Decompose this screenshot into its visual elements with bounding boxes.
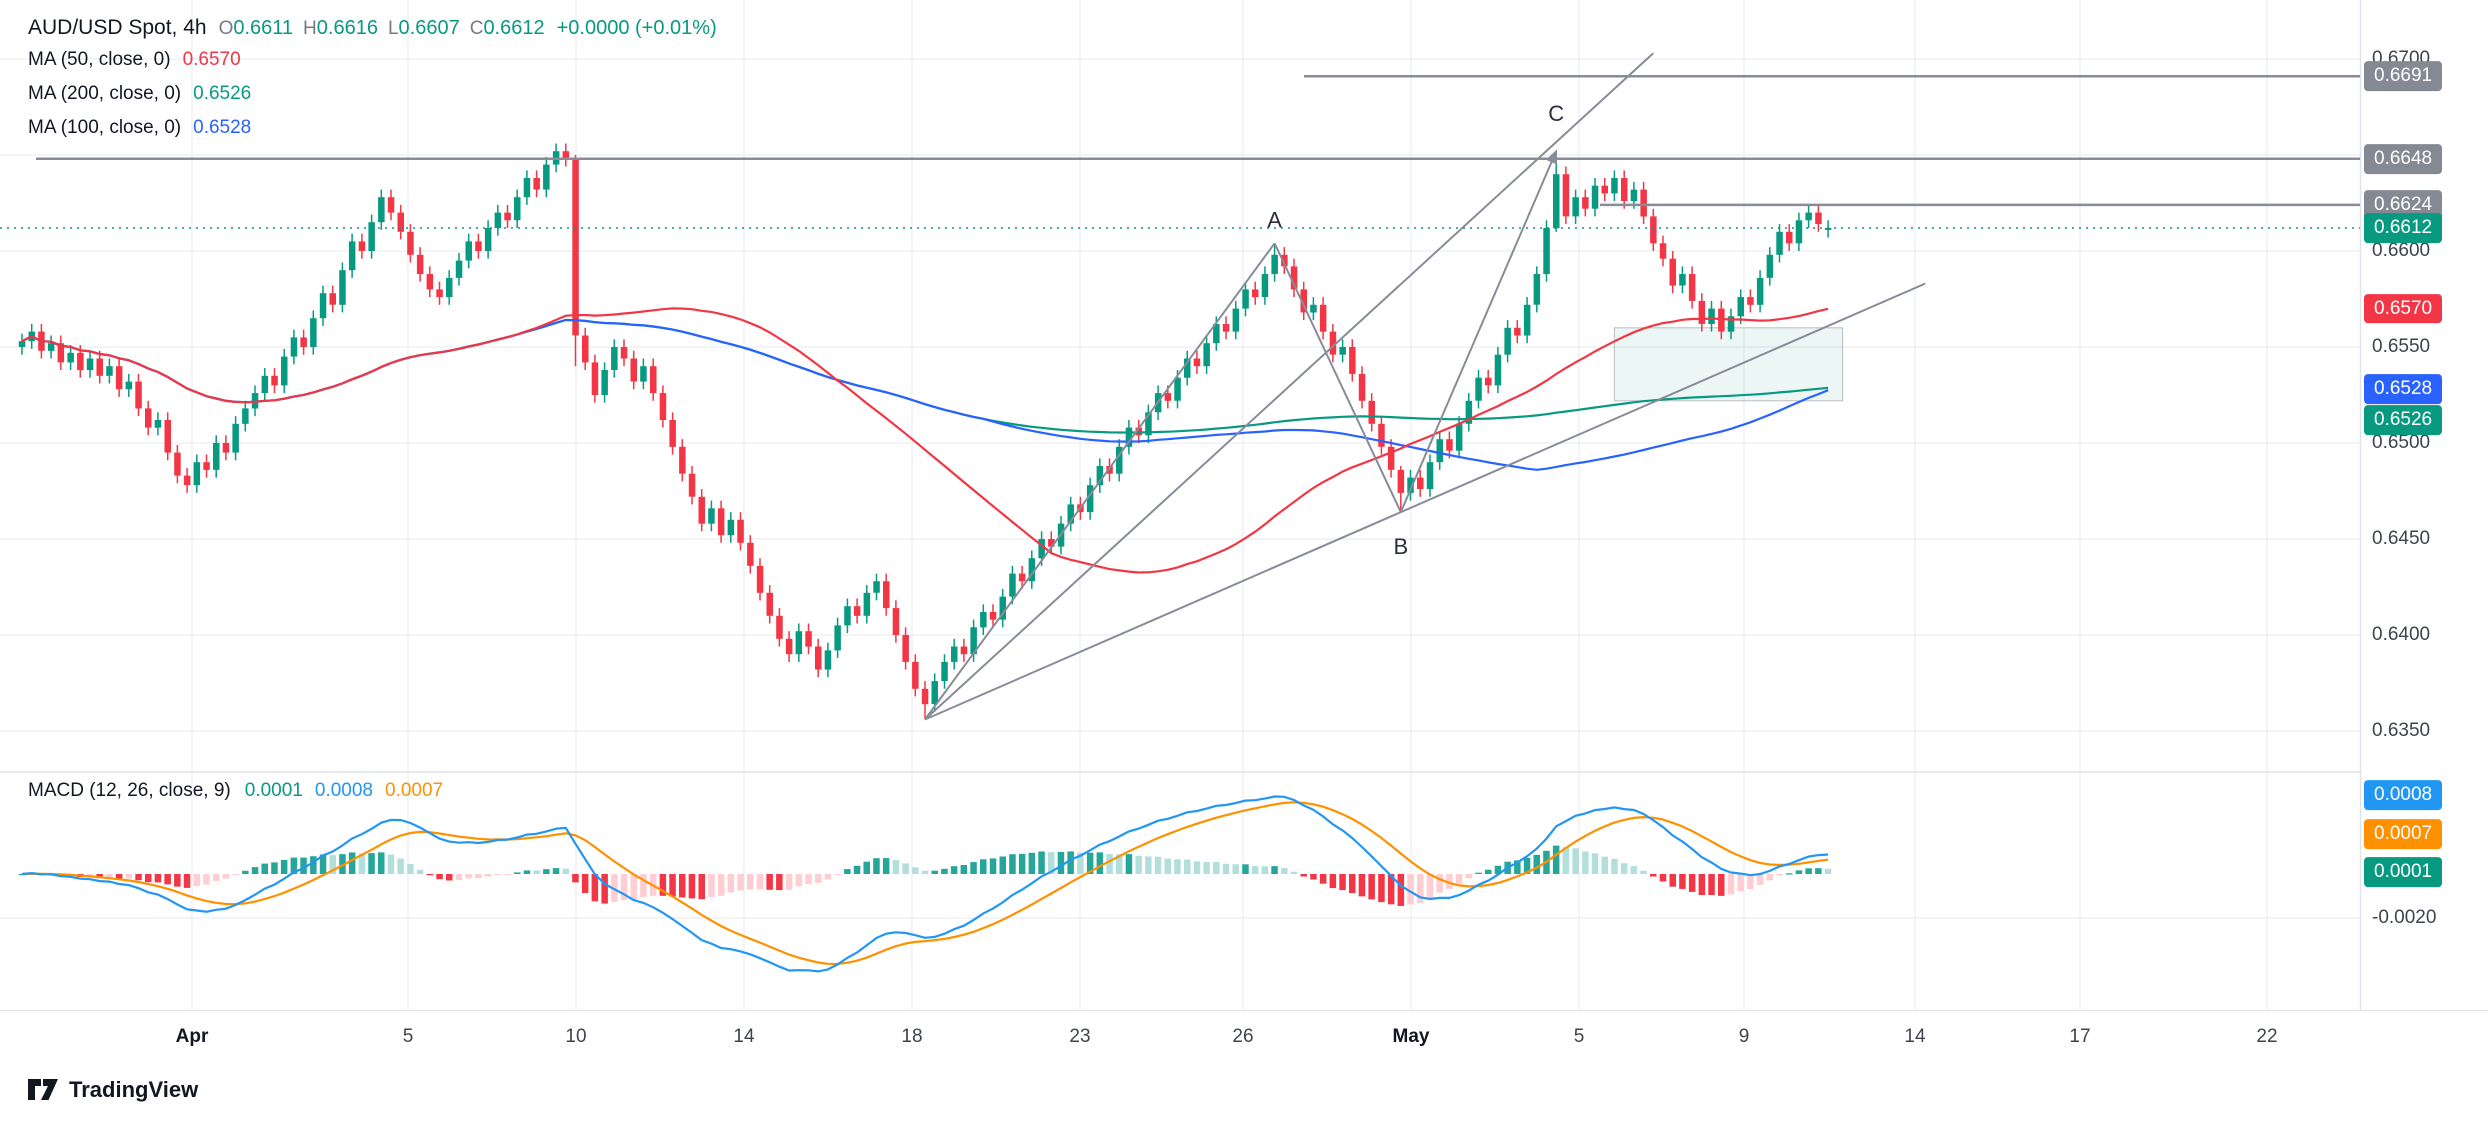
tradingview-logo[interactable]: TradingView — [26, 1076, 198, 1103]
time-axis[interactable]: Apr 5 10 14 18 23 26 May 5 9 14 17 22 — [0, 1010, 2488, 1065]
time-axis-label: 5 — [1573, 1026, 1585, 1047]
axis-label: 0.6400 — [2372, 624, 2431, 645]
gridlines — [0, 0, 2360, 1010]
macd-line — [21, 795, 1829, 973]
axis-badge: 0.0008 — [2364, 780, 2443, 810]
time-axis-label: 14 — [733, 1026, 755, 1047]
trendline-5[interactable] — [924, 282, 1926, 721]
ohlc-values: O0.6611 H0.6616 L0.6607 C0.6612 — [219, 16, 545, 40]
open-value: 0.6611 — [233, 17, 294, 39]
axis-label: 0.6550 — [2372, 336, 2431, 357]
macd-legend-value: 0.0001 — [244, 780, 303, 801]
ma-legend-row[interactable]: MA (200, close, 0) 0.6526 — [28, 83, 717, 108]
high-label: H — [303, 18, 317, 39]
supply-demand-zone — [1613, 327, 1844, 402]
ma-legend-rows: MA (50, close, 0) 0.6570 MA (200, close, 0… — [28, 49, 717, 142]
macd-signal-line — [21, 801, 1829, 966]
candlesticks — [18, 143, 1832, 720]
low-value: 0.6607 — [398, 17, 460, 39]
axis-label: 0.6600 — [2372, 240, 2431, 261]
close-label: C — [469, 18, 484, 39]
symbol-title[interactable]: AUD/USD Spot, 4h — [28, 16, 207, 39]
low-label: L — [387, 18, 399, 39]
trendline-1[interactable] — [924, 242, 1276, 721]
macd-legend-value: 0.0008 — [314, 780, 373, 801]
wave-label-C[interactable]: C — [1548, 101, 1564, 126]
axis-badge: 0.6526 — [2364, 405, 2443, 435]
time-axis-label: 23 — [1069, 1026, 1091, 1047]
price-axis[interactable]: 0.6700 0.6600 0.6550 0.6500 0.6450 0.6400 0.63… — [2362, 0, 2488, 1010]
ma-legend-row[interactable]: MA (50, close, 0) 0.6570 — [28, 49, 717, 74]
wave-label-B[interactable]: B — [1393, 534, 1408, 559]
trendline-4[interactable] — [924, 52, 1654, 721]
time-axis-label: May — [1392, 1026, 1430, 1047]
axis-label: 0.6450 — [2372, 528, 2431, 549]
macd-legend-label[interactable]: MACD (12, 26, close, 9) — [28, 780, 231, 801]
tradingview-logo-text: TradingView — [69, 1076, 199, 1102]
axis-badge: 0.6528 — [2364, 374, 2443, 405]
time-axis-label: 17 — [2069, 1026, 2091, 1047]
time-axis-label: 14 — [1904, 1026, 1926, 1047]
close-value: 0.6612 — [483, 17, 545, 39]
trendline-3[interactable] — [1399, 149, 1558, 513]
time-axis-label: 9 — [1738, 1026, 1750, 1047]
time-axis-label: 10 — [565, 1026, 587, 1047]
axis-badge: 0.0007 — [2364, 819, 2443, 849]
axis-badge: 0.6570 — [2364, 293, 2443, 324]
change-value: +0.0000 (+0.01%) — [556, 17, 717, 39]
axis-label: 0.6350 — [2372, 720, 2431, 741]
high-value: 0.6616 — [316, 17, 378, 39]
ma-legend-value: 0.6528 — [193, 117, 252, 138]
time-axis-label: 18 — [901, 1026, 923, 1047]
symbol-ohlc-row: AUD/USD Spot, 4h O0.6611 H0.6616 L0.6607… — [28, 16, 717, 40]
macd-legend-value: 0.0007 — [385, 780, 444, 801]
symbol-legend: AUD/USD Spot, 4h O0.6611 H0.6616 L0.6607… — [28, 16, 717, 142]
ma-legend-value: 0.6570 — [182, 49, 241, 70]
time-axis-label: 22 — [2256, 1026, 2278, 1047]
macd-pane[interactable] — [18, 795, 1832, 973]
axis-badge: 0.6691 — [2364, 61, 2443, 92]
ma-50-line — [21, 307, 1829, 574]
ma-legend-row[interactable]: MA (100, close, 0) 0.6528 — [28, 117, 717, 142]
trendline-2[interactable] — [1273, 242, 1402, 513]
tradingview-logo-icon — [28, 1079, 58, 1100]
axis-badge: 0.6648 — [2364, 143, 2443, 174]
axis-label: -0.0020 — [2372, 907, 2437, 928]
macd-legend-values: 0.0001 0.0008 0.0007 — [245, 780, 443, 802]
axis-badge: 0.6612 — [2364, 213, 2443, 243]
price-pane[interactable]: A B C — [0, 52, 2360, 721]
time-axis-label: 26 — [1232, 1026, 1254, 1047]
ma-legend-value: 0.6526 — [193, 83, 252, 104]
time-axis-label: Apr — [175, 1026, 209, 1047]
axis-badge: 0.0001 — [2364, 857, 2443, 887]
ma-200-line — [21, 318, 1829, 434]
ma-legend-label: MA (200, close, 0) — [28, 83, 182, 104]
ma-legend-label: MA (50, close, 0) — [28, 49, 171, 70]
open-label: O — [218, 18, 234, 39]
ma-legend-label: MA (100, close, 0) — [28, 117, 182, 138]
time-axis-label: 5 — [402, 1026, 414, 1047]
axis-label: 0.6500 — [2372, 432, 2431, 453]
macd-legend: MACD (12, 26, close, 9) 0.0001 0.0008 0.00… — [28, 780, 443, 802]
wave-label-A[interactable]: A — [1267, 207, 1282, 232]
